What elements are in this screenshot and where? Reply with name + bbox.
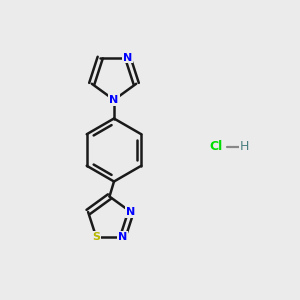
Text: Cl: Cl xyxy=(209,140,223,154)
Text: N: N xyxy=(126,207,136,217)
Text: H: H xyxy=(240,140,249,154)
Text: N: N xyxy=(123,52,132,63)
Text: N: N xyxy=(118,232,128,242)
Text: S: S xyxy=(92,232,100,242)
Text: N: N xyxy=(110,95,118,105)
